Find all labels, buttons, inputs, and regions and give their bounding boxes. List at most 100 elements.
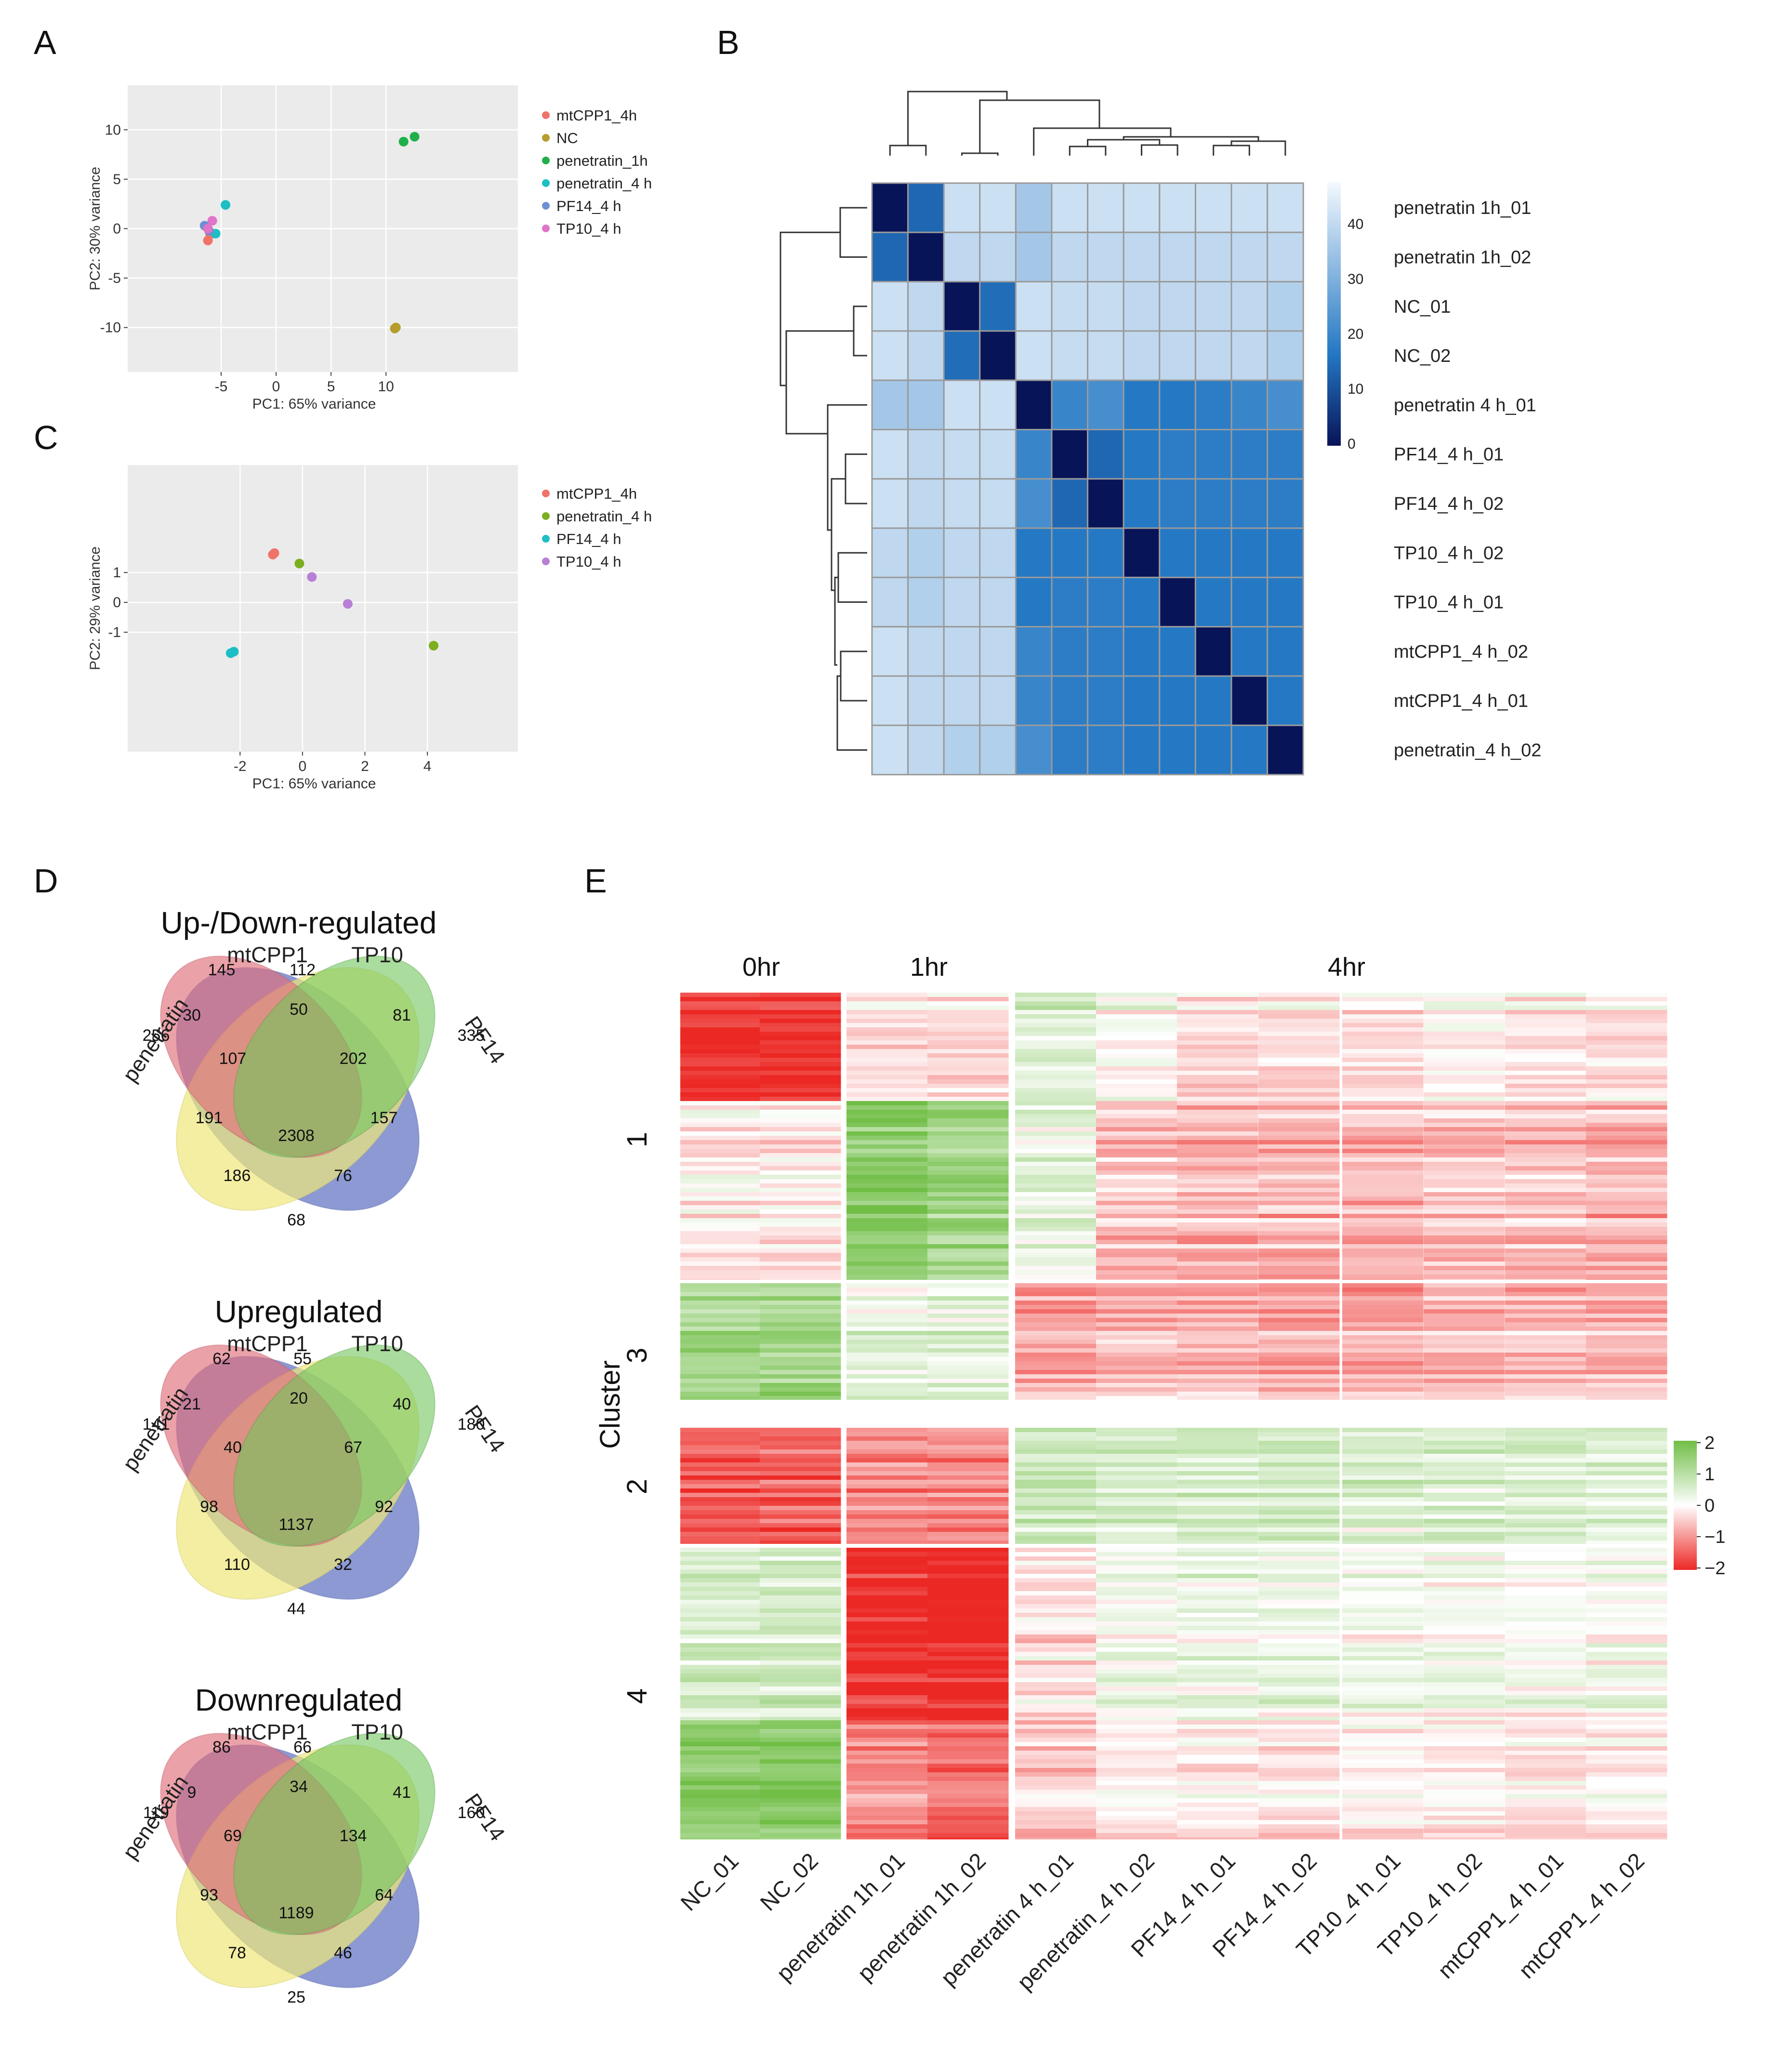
heatmap-cell [1096,1595,1177,1600]
heatmap-cell [979,626,1017,677]
heatmap-cell [1505,1617,1586,1622]
heatmap-cell [1177,1781,1258,1786]
heatmap-cell [927,1205,1009,1210]
heatmap-cell [680,1387,762,1392]
heatmap-cell [1586,1678,1667,1683]
heatmap-cell [1258,1071,1340,1076]
heatmap-cell [760,1262,841,1266]
heatmap-cell [927,1428,1009,1433]
heatmap-cell [927,1170,1009,1175]
heatmap-cell [760,1445,841,1450]
heatmap-cell [1177,1678,1258,1683]
heatmap-cell [1258,1506,1340,1511]
heatmap-cell [1424,1045,1505,1049]
heatmap-cell [1267,429,1304,480]
heatmap-cell [1505,1244,1586,1249]
row-dendrogram-branch [831,478,846,591]
heatmap-cell [1424,1014,1505,1019]
heatmap-cell [846,1270,928,1275]
heatmap-cell [1258,1183,1340,1188]
heatmap-cell [760,1506,841,1511]
heatmap-cell [1586,1166,1667,1171]
heatmap-cell [1230,429,1269,480]
heatmap-cell [927,1600,1009,1605]
heatmap-cell [1096,1626,1177,1631]
heatmap-cell [680,1209,762,1214]
heatmap-cell [1505,1471,1586,1476]
heatmap-cell [1258,1548,1340,1553]
heatmap-cell [1505,1144,1586,1149]
heatmap-cell [1424,1040,1505,1045]
legend-swatch [542,535,550,543]
heatmap-cell [1586,1720,1667,1725]
heatmap-cell [1177,1136,1258,1141]
heatmap-cell [1096,1162,1177,1167]
heatmap-cell [1342,1084,1424,1089]
colorbar [1674,1441,1697,1570]
heatmap-cell [846,1514,928,1519]
heatmap-cell [1015,1445,1097,1450]
heatmap-cell [680,1713,762,1717]
heatmap-cell [1342,1383,1424,1388]
heatmap-cell [1177,1249,1258,1253]
heatmap-cell [680,1231,762,1236]
heatmap-cell [927,1361,1009,1366]
heatmap-cell [943,281,981,332]
venn-count: 44 [287,1600,305,1618]
heatmap-cell [1505,1209,1586,1214]
heatmap-cell [1096,1144,1177,1149]
heatmap-cell [1015,1296,1097,1301]
heatmap-cell [979,429,1017,480]
heatmap-cell [1230,182,1269,233]
heatmap-cell [927,1040,1009,1045]
heatmap-cell [927,1227,1009,1232]
heatmap-cell [927,1283,1009,1288]
heatmap-cell [1424,1708,1505,1713]
heatmap-cell [1015,1123,1097,1128]
heatmap-cell [680,1296,762,1301]
heatmap-cell [1177,1062,1258,1067]
heatmap-cell [1096,1283,1177,1288]
heatmap-cell [1177,1556,1258,1561]
heatmap-cell [1177,997,1258,1002]
y-tick-label: -5 [108,270,121,286]
heatmap-cell [1424,1175,1505,1180]
heatmap-cell [1342,1674,1424,1678]
heatmap-cell [760,1322,841,1327]
heatmap-cell [1586,1811,1667,1816]
heatmap-cell [1096,1092,1177,1097]
heatmap-cell [927,1322,1009,1327]
heatmap-cell [1258,1309,1340,1314]
heatmap-cell [927,1488,1009,1493]
heatmap-cell [1342,1772,1424,1777]
heatmap-cell [1505,1755,1586,1760]
heatmap-cell [1015,1704,1097,1709]
heatmap-cell [927,1630,1009,1635]
heatmap-cell [1424,1634,1505,1639]
heatmap-cell [680,1344,762,1349]
heatmap-cell [1505,1296,1586,1301]
heatmap-cell [1096,1647,1177,1652]
heatmap-cell [680,1348,762,1353]
heatmap-cell [1505,1480,1586,1485]
heatmap-cell [1424,1019,1505,1023]
heatmap-cell [1159,379,1196,431]
heatmap-cell [1505,1170,1586,1175]
heatmap-cell [943,330,981,381]
heatmap-cell [1015,1527,1097,1532]
heatmap-cell [680,1552,762,1557]
heatmap-cell [1258,1127,1340,1132]
heatmap-cell [1342,1574,1424,1579]
heatmap-cell [1342,1114,1424,1119]
heatmap-cell [760,1088,841,1093]
heatmap-cell [1159,231,1196,283]
heatmap-cell [846,1288,928,1292]
heatmap-cell [1258,1019,1340,1023]
heatmap-cell [927,1144,1009,1149]
heatmap-cell [680,1162,762,1167]
heatmap-cell [1505,1527,1586,1532]
venn-set-tp10 [233,956,436,1158]
heatmap-cell [1096,1292,1177,1297]
heatmap-cell [1177,1227,1258,1232]
data-point [410,132,420,142]
